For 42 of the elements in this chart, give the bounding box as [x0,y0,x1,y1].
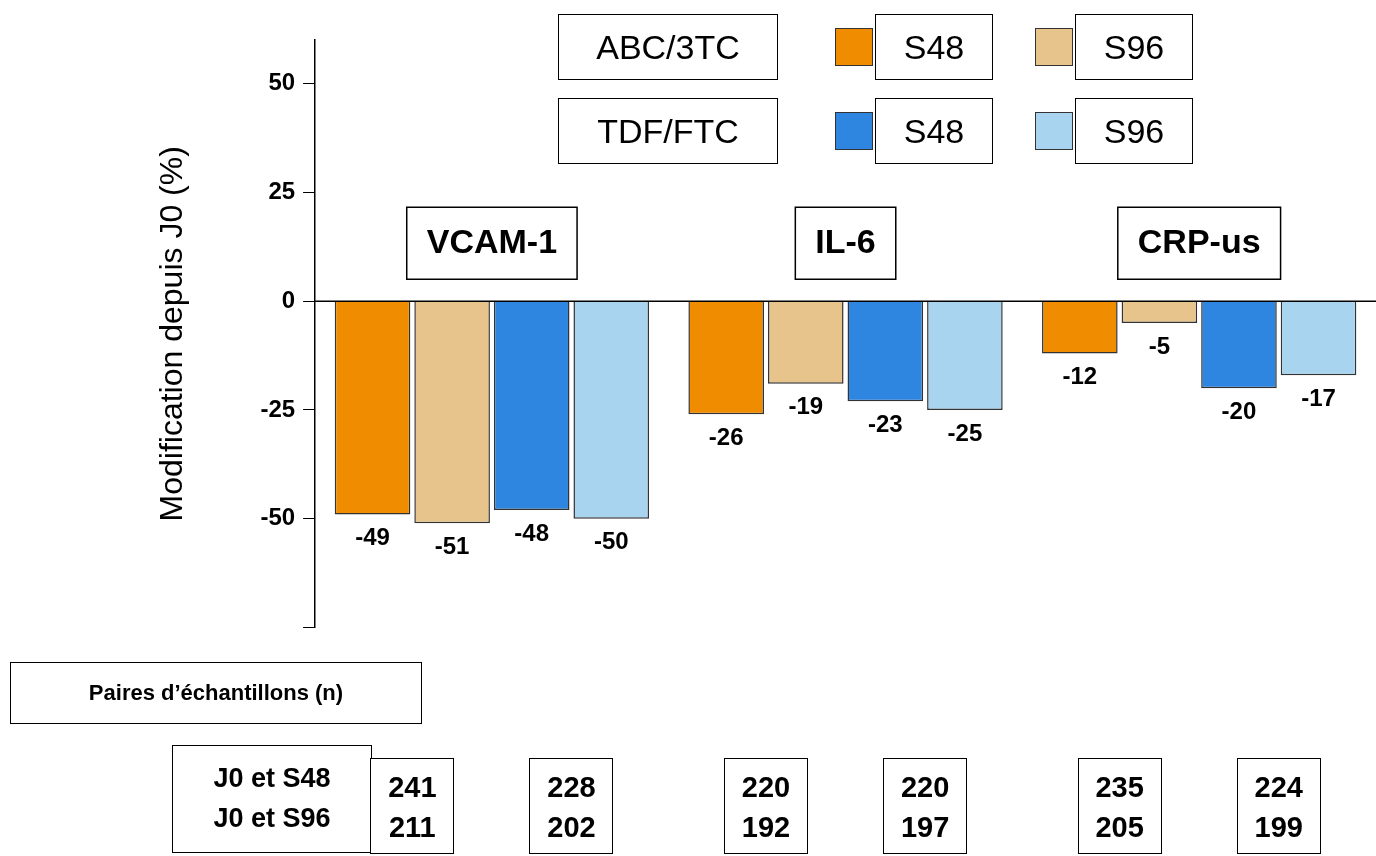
y-tick-label: 50 [268,68,296,96]
text: 241 [387,770,438,805]
text: J0 et S96 [212,802,332,835]
text: 202 [546,810,597,845]
data-label: -5 [1148,331,1171,359]
y-tick-label: -25 [260,394,296,422]
legend-label: S96 [1075,14,1193,80]
text: 235 [1094,770,1145,805]
x-tick-label: IL-6 [815,221,876,260]
text: 205 [1094,810,1145,845]
data-label: -12 [1062,362,1098,390]
data-label: -49 [355,523,390,551]
text: 192 [740,810,792,845]
legend-label: S96 [1075,98,1193,164]
y-tick-label: -50 [260,503,296,531]
data-label: -17 [1301,383,1336,411]
data-label: -20 [1221,396,1257,424]
text: 228 [546,770,597,805]
data-label: -48 [514,518,550,546]
x-tick-label: VCAM-1 [426,221,558,260]
text: 211 [387,810,437,845]
legend-label: S48 [875,14,993,80]
legend-label: S48 [875,98,993,164]
text: 224 [1253,770,1304,805]
data-label: -50 [593,527,629,555]
text: Paires d’échantillons (n) [10,662,422,724]
data-label: -26 [708,422,744,450]
annotation: ABC/3TC [558,14,778,80]
text: 220 [899,770,951,805]
y-tick-label: 25 [268,176,296,204]
data-label: -51 [434,531,470,559]
text: J0 et S48 [212,762,332,795]
x-tick-label: CRP-us [1137,221,1261,260]
annotation: TDF/FTC [558,98,778,164]
data-label: -25 [947,418,983,446]
y-tick-label: 0 [281,285,296,313]
text: 197 [899,810,951,845]
data-label: -23 [867,409,903,437]
text: 220 [740,770,792,805]
data-label: -19 [788,392,824,420]
y-axis-title: Modification depuis J0 (%) [153,146,190,522]
text: 199 [1253,810,1304,845]
